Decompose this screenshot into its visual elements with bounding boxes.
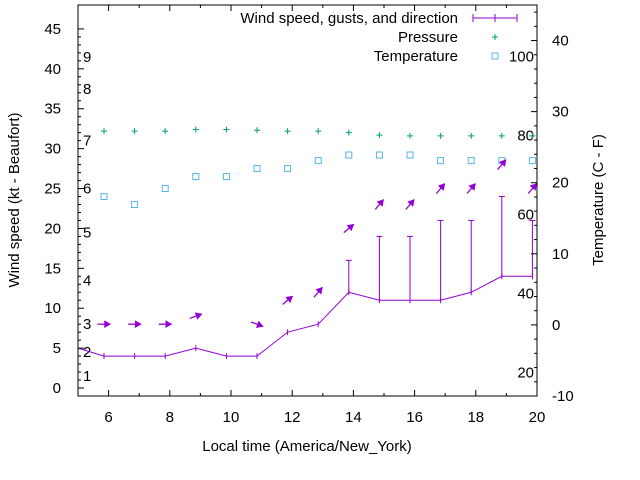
temperature-point [253, 165, 261, 173]
y-left-tick-label-5: 5 [53, 340, 61, 357]
beaufort-label-2: 2 [83, 344, 91, 361]
wind-direction-arrow [315, 286, 323, 295]
fahrenheit-label-20: 20 [517, 364, 534, 381]
pressure-point [407, 132, 414, 139]
axis-ticks: 6 8 10 12 14 16 18 20051015202530354045-1001020… [44, 5, 574, 426]
y-right-tick-label-10: 10 [552, 246, 569, 263]
pressure-point [192, 126, 199, 133]
legend-label-pressure: Pressure [398, 29, 458, 46]
wind-direction-arrow [498, 159, 507, 167]
wind-direction-arrow [437, 183, 446, 191]
x-tick-label-8: 8 [166, 409, 174, 426]
x-tick-label-10: 10 [223, 409, 240, 426]
pressure-point [284, 128, 291, 135]
y-left-tick-label-20: 20 [44, 220, 61, 237]
y-left-tick-label-15: 15 [44, 260, 61, 277]
pressure-point [315, 128, 322, 135]
fahrenheit-label-60: 60 [517, 206, 534, 223]
y-left-tick-label-45: 45 [44, 21, 61, 38]
x-axis-label: Local time (America/New_York) [202, 438, 412, 455]
wind-direction-arrow [376, 199, 384, 207]
x-tick-label-18: 18 [467, 409, 484, 426]
beaufort-label-7: 7 [83, 133, 91, 150]
legend-symbol-pressure [492, 34, 498, 40]
beaufort-label-8: 8 [83, 81, 91, 98]
beaufort-label-9: 9 [83, 49, 91, 66]
y-axis-label-right: Temperature (C - F) [590, 134, 607, 266]
wind-direction-arrow [255, 320, 264, 328]
plot-data [77, 126, 538, 360]
pressure-point [345, 129, 352, 136]
wind-speed-line [77, 275, 533, 357]
temperature-point [467, 157, 475, 165]
x-tick-label-20: 20 [529, 409, 546, 426]
x-tick-label-16: 16 [406, 409, 423, 426]
pressure-point [376, 132, 383, 139]
y-right-tick-label-0: 0 [552, 317, 560, 334]
pressure-point [131, 128, 138, 135]
y-right-tick-label-40: 40 [552, 33, 569, 50]
temperature-point [528, 157, 536, 165]
wind-direction-arrow [346, 223, 355, 232]
temperature-point [284, 165, 292, 173]
x-tick-label-14: 14 [345, 409, 362, 426]
beaufort-label-3: 3 [83, 316, 91, 333]
temperature-point [406, 151, 414, 159]
wind-direction-arrow [285, 295, 293, 304]
wind-direction-arrow [529, 183, 537, 191]
plot-frame [77, 4, 538, 397]
fahrenheit-scale: 20 40 60 80 100 [509, 48, 534, 381]
pressure-point [101, 128, 108, 135]
y-left-tick-label-40: 40 [44, 61, 61, 78]
temperature-point [345, 151, 353, 159]
temperature-point [375, 151, 383, 159]
beaufort-label-4: 4 [83, 272, 91, 289]
pressure-point [254, 127, 261, 134]
legend-symbols [472, 14, 518, 60]
wind-direction-arrow [468, 183, 476, 191]
y-axis-label-left: Wind speed (kt - Beaufort) [6, 112, 23, 287]
pressure-point [498, 132, 505, 139]
y-left-tick-label-35: 35 [44, 101, 61, 118]
beaufort-label-6: 6 [83, 181, 91, 198]
wind-direction-arrow [104, 320, 112, 329]
temperature-point [131, 200, 139, 208]
beaufort-scale: 1 2 3 4 5 6 7 8 9 [83, 49, 91, 385]
pressure-point [468, 132, 475, 139]
y-right-tick-label-30: 30 [552, 104, 569, 121]
x-tick-label-6: 6 [104, 409, 112, 426]
temperature-point [192, 173, 200, 181]
fahrenheit-label-40: 40 [517, 285, 534, 302]
temperature-point [222, 173, 230, 181]
legend: Wind speed, gusts, and direction Pressur… [240, 10, 518, 65]
legend-label-temperature: Temperature [374, 48, 458, 65]
fahrenheit-label-100: 100 [509, 48, 534, 65]
temperature-point [100, 193, 108, 201]
beaufort-label-5: 5 [83, 224, 91, 241]
wind-direction-arrow [194, 312, 203, 320]
y-left-tick-label-25: 25 [44, 181, 61, 198]
temperature-point [161, 185, 169, 193]
wind-direction-arrow [165, 320, 173, 329]
y-left-tick-label-10: 10 [44, 300, 61, 317]
pressure-point [529, 132, 536, 139]
pressure-point [162, 128, 169, 135]
temperature-point [437, 157, 445, 165]
y-left-tick-label-0: 0 [53, 380, 61, 397]
pressure-point [437, 132, 444, 139]
legend-label-wind: Wind speed, gusts, and direction [240, 10, 458, 27]
beaufort-label-1: 1 [83, 368, 91, 385]
temperature-point [314, 157, 322, 165]
y-right-tick-label--10: -10 [552, 388, 574, 405]
fahrenheit-label-80: 80 [517, 127, 534, 144]
pressure-point [223, 126, 230, 133]
y-left-tick-label-30: 30 [44, 141, 61, 158]
wind-direction-arrow [407, 199, 415, 207]
wind-direction-arrow [134, 320, 142, 329]
x-tick-label-12: 12 [284, 409, 301, 426]
legend-symbol-temperature [491, 52, 499, 60]
y-right-tick-label-20: 20 [552, 175, 569, 192]
